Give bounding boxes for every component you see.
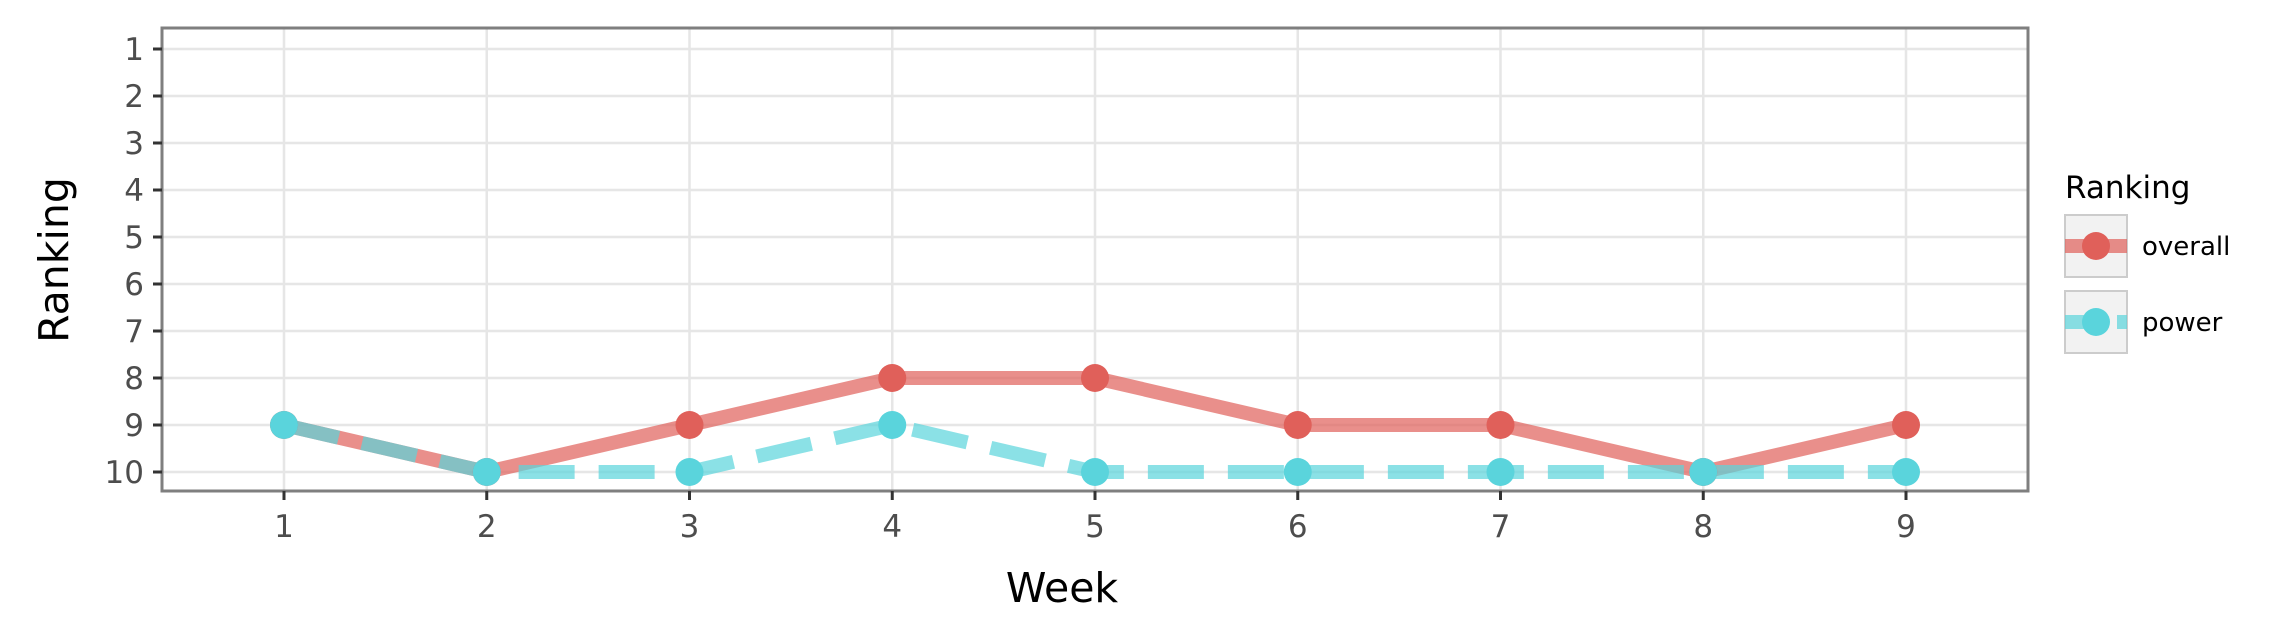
y-tick-label: 10 [105, 455, 144, 491]
data-point-power [472, 458, 501, 486]
data-point-overall [1081, 364, 1109, 392]
x-tick-label: 9 [1896, 509, 1916, 545]
series-points [270, 364, 1920, 486]
data-point-power [1081, 458, 1109, 486]
data-point-power [878, 411, 907, 439]
x-tick-label: 8 [1693, 509, 1713, 545]
data-point-overall [878, 364, 907, 392]
legend-label-overall: overall [2142, 232, 2230, 262]
data-point-power [1486, 458, 1515, 486]
data-point-power [1892, 458, 1920, 486]
y-axis-title: Ranking [30, 177, 78, 343]
x-tick-label: 3 [680, 509, 700, 545]
x-axis: 1 2 3 4 5 6 7 8 9 [274, 491, 1916, 545]
data-point-overall [1486, 411, 1515, 439]
y-tick-label: 7 [124, 314, 144, 350]
legend-key-point [2082, 232, 2110, 260]
x-tick-label: 7 [1491, 509, 1511, 545]
data-point-power [1283, 458, 1312, 486]
x-tick-label: 6 [1288, 509, 1308, 545]
legend-label-power: power [2142, 308, 2223, 338]
y-axis: 1 2 3 4 5 6 7 8 9 10 [105, 32, 162, 491]
data-point-overall [1892, 411, 1920, 439]
legend-title: Ranking [2065, 170, 2190, 206]
y-tick-label: 4 [124, 173, 144, 209]
x-tick-label: 4 [882, 509, 902, 545]
y-tick-label: 1 [124, 32, 144, 68]
y-tick-label: 8 [124, 361, 144, 397]
data-point-power [675, 458, 704, 486]
y-tick-label: 5 [124, 220, 144, 256]
x-tick-label: 2 [477, 509, 497, 545]
data-point-power [270, 411, 298, 439]
data-point-power [1689, 458, 1718, 486]
y-tick-label: 3 [124, 126, 144, 162]
y-tick-label: 2 [124, 79, 144, 115]
y-tick-label: 9 [124, 408, 144, 444]
data-point-overall [675, 411, 704, 439]
y-tick-label: 6 [124, 267, 144, 303]
x-tick-label: 5 [1085, 509, 1105, 545]
x-axis-title: Week [1006, 564, 1119, 612]
data-point-overall [1283, 411, 1312, 439]
legend-key-point [2082, 308, 2110, 336]
x-tick-label: 1 [274, 509, 294, 545]
legend: Ranking overall power [2064, 170, 2230, 354]
